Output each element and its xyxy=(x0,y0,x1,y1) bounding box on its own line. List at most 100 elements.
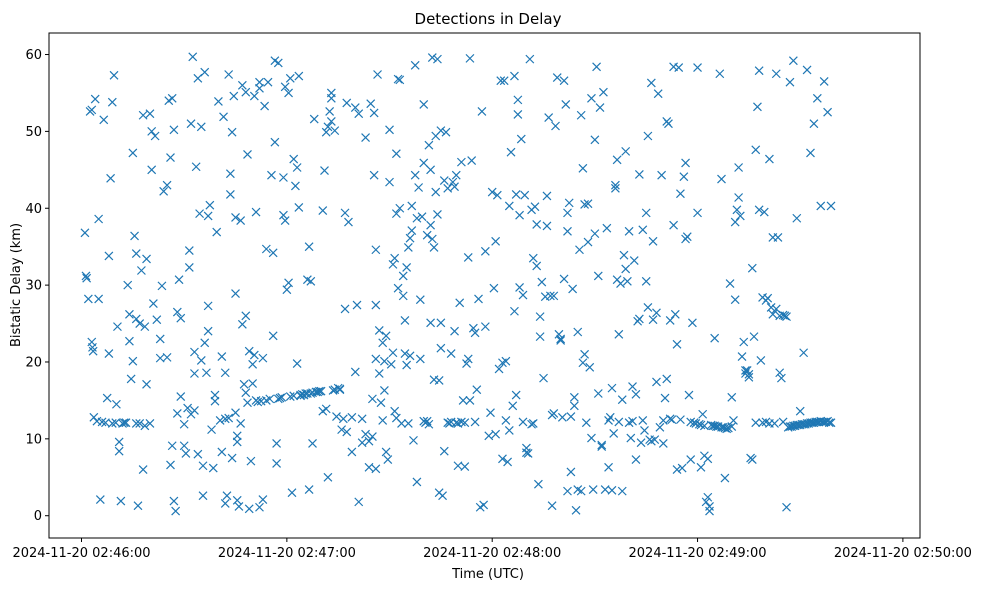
data-point-403 xyxy=(527,419,536,429)
data-point-284 xyxy=(397,419,406,428)
data-point-157 xyxy=(255,502,264,512)
data-point-49 xyxy=(138,465,148,475)
data-point-74 xyxy=(171,506,181,516)
data-point-185 xyxy=(285,392,295,401)
data-point-656 xyxy=(819,77,829,86)
data-point-207 xyxy=(309,114,319,124)
data-point-209 xyxy=(313,387,323,397)
data-point-326 xyxy=(434,376,444,385)
data-point-623 xyxy=(782,502,791,512)
data-point-627 xyxy=(787,422,797,431)
data-point-428 xyxy=(556,336,566,345)
data-point-304 xyxy=(415,295,425,305)
data-point-480 xyxy=(614,329,624,339)
data-point-246 xyxy=(361,133,370,142)
data-point-2 xyxy=(82,273,92,283)
data-point-240 xyxy=(350,367,360,377)
data-point-626 xyxy=(785,77,795,87)
data-point-572 xyxy=(722,424,732,434)
data-point-507 xyxy=(643,131,653,141)
data-point-260 xyxy=(374,326,384,335)
data-point-375 xyxy=(494,364,504,374)
data-point-241 xyxy=(352,300,362,310)
data-point-217 xyxy=(323,472,333,482)
data-point-8 xyxy=(88,346,98,356)
data-point-337 xyxy=(446,349,456,358)
data-point-237 xyxy=(347,447,357,457)
data-point-343 xyxy=(451,170,461,180)
data-point-541 xyxy=(684,390,694,400)
data-point-247 xyxy=(361,429,370,439)
data-point-99 xyxy=(198,461,208,471)
data-point-124 xyxy=(225,189,235,199)
data-point-560 xyxy=(706,420,716,430)
data-point-78 xyxy=(176,392,186,401)
data-point-24 xyxy=(107,419,117,428)
data-point-482 xyxy=(616,279,625,289)
data-point-530 xyxy=(670,309,680,319)
data-point-476 xyxy=(610,183,620,193)
data-point-300 xyxy=(412,213,422,223)
data-point-266 xyxy=(379,385,389,395)
data-point-177 xyxy=(279,210,288,220)
data-point-339 xyxy=(448,177,458,187)
data-point-184 xyxy=(285,73,295,83)
data-point-45 xyxy=(135,419,145,428)
data-point-355 xyxy=(465,395,475,405)
data-point-606 xyxy=(763,293,773,303)
data-point-405 xyxy=(528,253,538,263)
data-point-122 xyxy=(224,70,234,79)
data-point-82 xyxy=(181,449,191,458)
data-point-263 xyxy=(378,338,388,348)
data-point-94 xyxy=(195,209,205,219)
data-point-51 xyxy=(140,322,150,332)
data-point-406 xyxy=(528,419,538,428)
data-point-133 xyxy=(232,495,242,505)
data-point-374 xyxy=(492,190,502,200)
data-point-452 xyxy=(581,418,591,428)
data-point-629 xyxy=(788,56,798,66)
data-point-618 xyxy=(776,373,786,383)
data-point-42 xyxy=(131,314,141,324)
data-point-296 xyxy=(407,201,417,211)
data-point-402 xyxy=(525,54,535,64)
data-point-219 xyxy=(325,106,335,116)
data-point-66 xyxy=(162,352,172,362)
data-point-274 xyxy=(388,348,398,358)
data-point-492 xyxy=(628,382,637,392)
data-point-245 xyxy=(357,438,367,448)
data-point-41 xyxy=(131,249,141,259)
data-point-621 xyxy=(780,311,790,321)
data-point-529 xyxy=(669,220,679,230)
data-point-556 xyxy=(703,454,713,464)
data-point-135 xyxy=(236,419,246,428)
data-point-433 xyxy=(563,208,572,218)
data-point-387 xyxy=(510,71,519,81)
data-point-597 xyxy=(753,102,762,112)
data-point-277 xyxy=(391,209,401,219)
data-point-215 xyxy=(321,404,331,414)
data-point-269 xyxy=(383,455,393,465)
data-point-161 xyxy=(260,101,270,111)
data-point-312 xyxy=(424,140,434,150)
data-point-600 xyxy=(756,356,766,365)
data-point-346 xyxy=(455,298,465,308)
data-point-434 xyxy=(563,226,572,236)
data-point-193 xyxy=(294,203,304,212)
data-point-183 xyxy=(284,88,293,98)
data-point-171 xyxy=(272,439,282,448)
data-point-314 xyxy=(426,165,436,175)
data-point-102 xyxy=(202,368,211,378)
data-point-372 xyxy=(491,429,501,439)
data-point-502 xyxy=(638,225,648,235)
data-point-32 xyxy=(119,418,129,428)
data-point-234 xyxy=(342,98,352,108)
data-point-15 xyxy=(97,417,107,427)
data-point-5 xyxy=(87,105,97,115)
data-point-451 xyxy=(580,349,590,359)
data-point-125 xyxy=(227,453,237,463)
data-point-139 xyxy=(239,379,249,389)
data-point-473 xyxy=(607,485,617,495)
data-point-278 xyxy=(391,149,401,159)
data-point-44 xyxy=(133,501,143,511)
